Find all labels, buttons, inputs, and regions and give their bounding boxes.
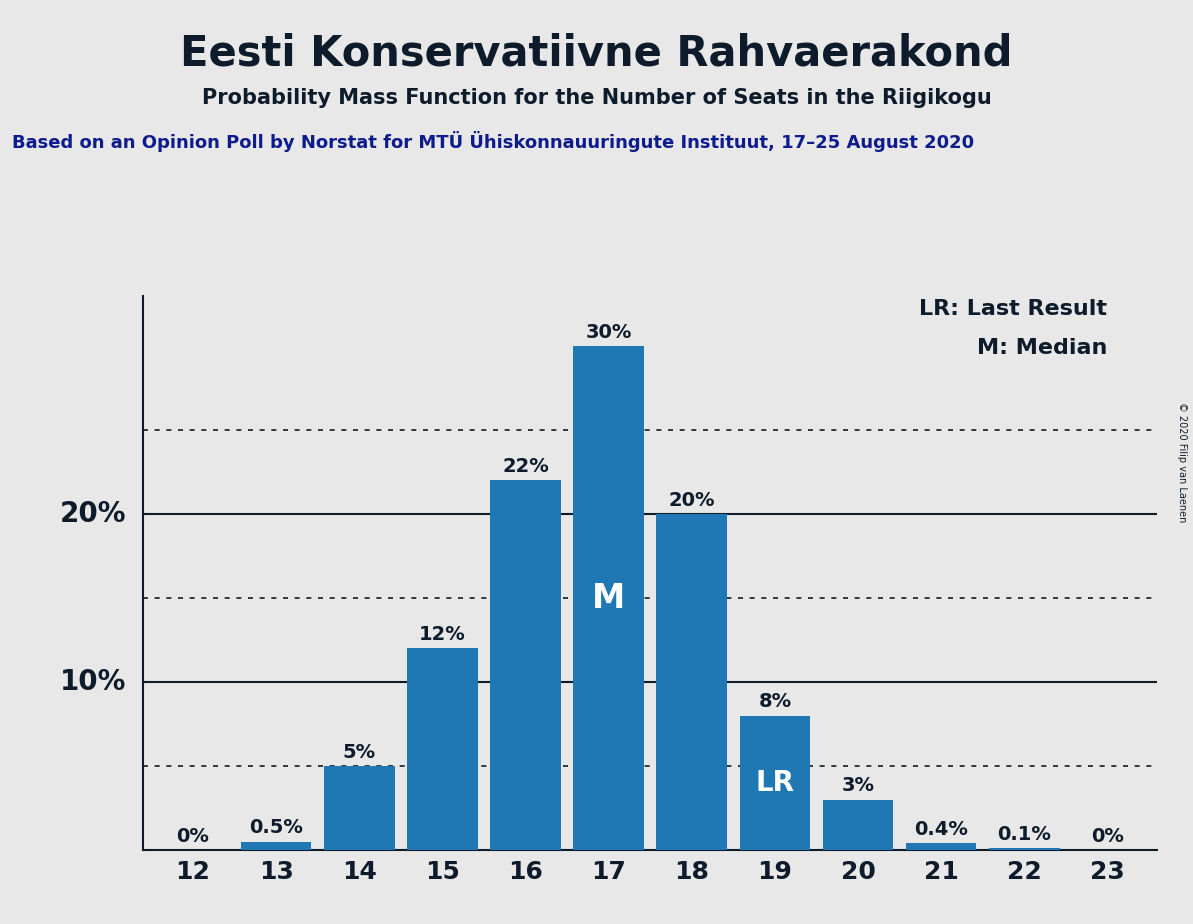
Text: 0%: 0%: [177, 827, 210, 845]
Text: 10%: 10%: [60, 668, 126, 696]
Bar: [740, 716, 810, 850]
Text: 22%: 22%: [502, 457, 549, 476]
Bar: [905, 844, 976, 850]
Bar: [574, 346, 644, 850]
Text: 12%: 12%: [419, 626, 465, 644]
Text: Based on an Opinion Poll by Norstat for MTÜ Ühiskonnauuringute Instituut, 17–25 : Based on an Opinion Poll by Norstat for …: [12, 131, 973, 152]
Text: 3%: 3%: [841, 776, 874, 796]
Text: 0.1%: 0.1%: [997, 825, 1051, 845]
Text: 0.5%: 0.5%: [249, 819, 303, 837]
Text: LR: Last Result: LR: Last Result: [920, 299, 1107, 319]
Text: 8%: 8%: [759, 692, 791, 711]
Text: LR: LR: [755, 769, 795, 796]
Text: 0%: 0%: [1090, 827, 1124, 845]
Bar: [407, 649, 477, 850]
Text: 30%: 30%: [586, 322, 632, 342]
Text: 0.4%: 0.4%: [914, 821, 968, 839]
Text: 20%: 20%: [668, 491, 715, 510]
Text: Eesti Konservatiivne Rahvaerakond: Eesti Konservatiivne Rahvaerakond: [180, 32, 1013, 74]
Bar: [823, 799, 894, 850]
Bar: [989, 848, 1059, 850]
Text: Probability Mass Function for the Number of Seats in the Riigikogu: Probability Mass Function for the Number…: [202, 88, 991, 108]
Bar: [241, 842, 311, 850]
Text: © 2020 Filip van Laenen: © 2020 Filip van Laenen: [1177, 402, 1187, 522]
Bar: [490, 480, 561, 850]
Text: M: M: [592, 581, 625, 614]
Text: 5%: 5%: [342, 743, 376, 762]
Text: 20%: 20%: [60, 500, 126, 529]
Text: M: Median: M: Median: [977, 337, 1107, 358]
Bar: [656, 514, 727, 850]
Bar: [324, 766, 395, 850]
